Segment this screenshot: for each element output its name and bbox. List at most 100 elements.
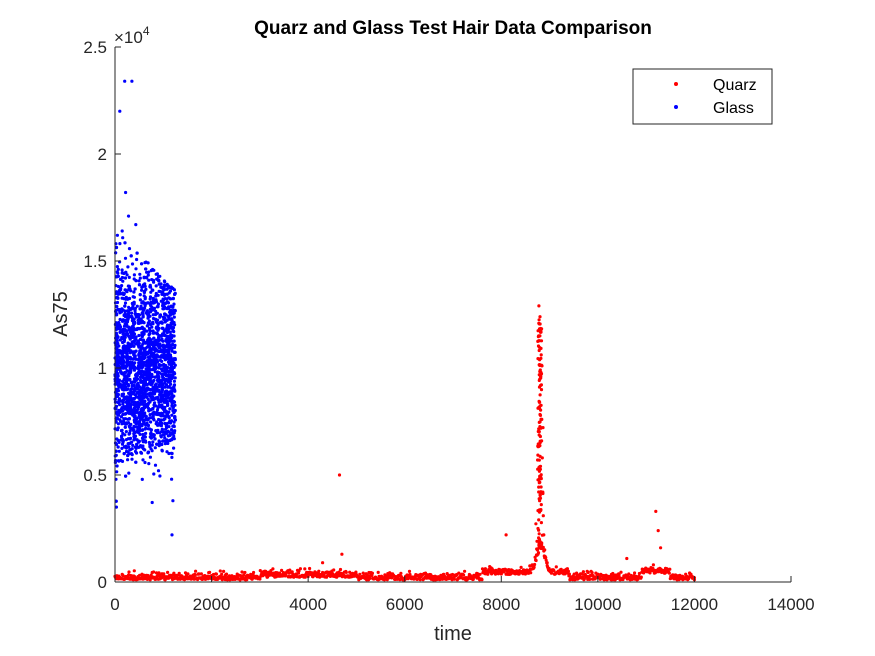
glass-point [170,320,174,324]
glass-point [170,413,174,417]
glass-point [165,292,169,296]
glass-point [147,278,151,282]
glass-point [150,443,154,447]
glass-point [142,321,146,325]
quarz-point [539,521,544,525]
glass-point [126,384,131,388]
glass-point [168,289,173,293]
glass-point [128,395,132,399]
quarz-point [199,572,203,576]
glass-point [149,432,153,436]
quarz-point [478,572,482,576]
glass-point [172,371,176,375]
glass-point [161,326,165,330]
glass-point [173,403,177,407]
quarz-point [162,572,166,576]
glass-point [141,307,145,311]
glass-point [148,391,152,395]
glass-point [148,297,152,301]
y-axis-ticks: 0 0.5 1 1.5 2 2.5 [83,38,121,592]
glass-point [121,236,125,240]
glass-point [124,297,128,301]
quarz-point [651,563,656,567]
glass-point [164,400,168,404]
glass-point [152,362,156,366]
glass-point [116,267,120,271]
glass-point [132,397,136,401]
quarz-point [321,561,325,565]
quarz-point [240,570,244,574]
glass-point [157,363,161,367]
glass-point [172,302,176,306]
glass-point [158,474,162,478]
glass-point [118,242,122,246]
quarz-point [537,400,542,404]
glass-point [119,429,124,433]
glass-point [132,353,136,357]
glass-point [140,311,144,315]
glass-point [162,363,166,367]
quarz-point [542,533,546,537]
glass-point [122,313,126,317]
glass-point [168,379,172,383]
glass-point [158,345,162,349]
quarz-point [186,572,190,576]
glass-point [144,395,148,399]
glass-point [151,341,155,345]
glass-point [165,297,169,301]
glass-point [172,385,176,389]
glass-point [128,330,133,334]
glass-point [173,388,177,392]
glass-point [134,279,138,283]
glass-point [173,357,177,361]
quarz-point [529,571,533,575]
glass-point [156,376,160,380]
glass-point [141,300,145,304]
glass-point [158,314,162,318]
glass-point [130,343,134,347]
glass-point [139,417,143,421]
glass-point [136,321,140,325]
glass-point [134,451,139,455]
glass-point [115,464,119,468]
glass-point [127,305,131,309]
glass-point [155,343,159,347]
glass-point [169,419,174,423]
glass-point [172,379,176,383]
glass-point [130,384,134,388]
glass-point [152,403,156,407]
glass-point [172,424,176,428]
glass-point [159,338,163,342]
glass-point [114,245,119,250]
glass-point [147,315,151,319]
glass-point [167,410,171,414]
y-exponent-base: ×10 [114,28,143,47]
glass-point [127,378,132,382]
quarz-point [280,568,284,573]
glass-point [165,450,169,454]
quarz-point [543,548,547,552]
glass-point [168,353,172,357]
glass-point [163,357,167,362]
glass-point [116,360,120,364]
glass-point [115,290,119,294]
glass-point [140,445,144,449]
glass-point [144,431,148,435]
glass-point [130,79,134,83]
glass-point [161,414,165,418]
glass-point [169,451,173,455]
glass-point [162,352,166,357]
quarz-point [539,370,543,374]
glass-point [128,425,132,429]
quarz-point [332,568,336,572]
glass-point [152,418,156,422]
glass-point [135,403,139,407]
glass-point [146,450,151,454]
glass-point [129,327,133,331]
glass-point [163,408,167,412]
glass-point [115,381,120,385]
glass-point [125,358,130,362]
glass-point [154,272,158,276]
glass-point [138,317,142,321]
